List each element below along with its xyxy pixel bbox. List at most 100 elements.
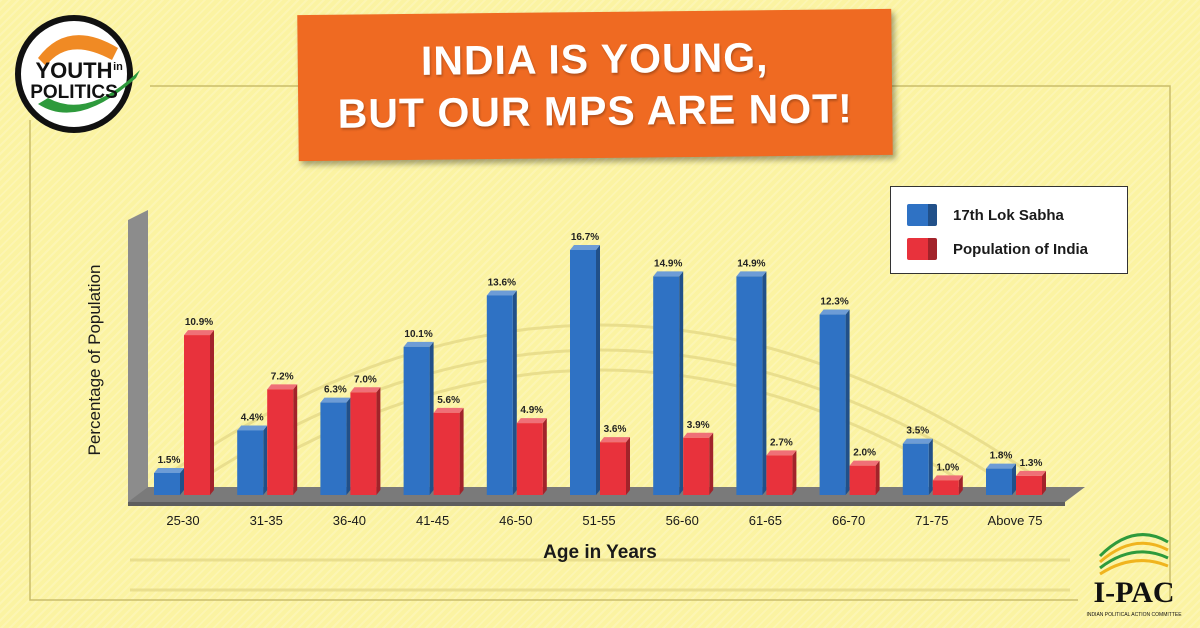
legend-label-population: Population of India xyxy=(953,240,1088,258)
bar-side xyxy=(875,460,880,495)
value-label-population-51-55: 3.6% xyxy=(604,424,627,435)
bar-population-31-35 xyxy=(267,384,298,495)
logo-word-politics: POLITICS xyxy=(30,82,118,103)
bar-front xyxy=(154,472,180,495)
x-tick-46-50: 46-50 xyxy=(499,513,532,528)
bar-front xyxy=(932,480,959,495)
value-label-population-above-75: 1.3% xyxy=(1020,458,1043,469)
bar-side xyxy=(293,384,298,495)
bar-top xyxy=(403,341,434,347)
bar-top xyxy=(683,432,714,438)
bar-lok-sabha-above-75 xyxy=(986,463,1016,495)
bar-side xyxy=(845,309,850,495)
frame-lines xyxy=(29,85,1171,601)
bar-front xyxy=(267,389,294,495)
bar-top xyxy=(766,450,797,456)
bar-side xyxy=(792,450,797,495)
bar-top xyxy=(600,437,630,443)
bar-top xyxy=(486,290,517,296)
bar-top xyxy=(570,245,600,250)
bar-top xyxy=(267,384,298,390)
bar-top xyxy=(516,418,547,424)
bar-side xyxy=(346,397,351,495)
value-label-population-31-35: 7.2% xyxy=(271,371,294,382)
bar-top xyxy=(819,309,850,315)
bar-top xyxy=(320,397,351,403)
bar-front xyxy=(403,346,430,495)
chart-legend: 17th Lok Sabha Population of India xyxy=(890,186,1128,274)
x-tick-31-35: 31-35 xyxy=(250,513,283,528)
bar-front xyxy=(849,465,876,495)
bar-front xyxy=(433,412,460,495)
bar-front xyxy=(986,468,1012,495)
bar-front xyxy=(350,392,377,495)
bar-top xyxy=(433,407,464,413)
logo-green-swoosh xyxy=(38,70,140,113)
bar-front xyxy=(320,402,347,495)
legend-label-lok-sabha: 17th Lok Sabha xyxy=(953,206,1064,224)
value-label-lok-sabha-66-70: 12.3% xyxy=(820,297,848,308)
bars-group xyxy=(154,245,1046,495)
value-label-lok-sabha-51-55: 16.7% xyxy=(571,232,599,243)
bar-front xyxy=(600,442,626,495)
bar-side xyxy=(542,418,547,495)
x-tick-56-60: 56-60 xyxy=(666,513,699,528)
x-tick-41-45: 41-45 xyxy=(416,513,449,528)
bar-front xyxy=(184,335,210,495)
bar-top xyxy=(986,463,1016,469)
bar-top xyxy=(154,467,184,473)
chart-back-wall xyxy=(128,210,148,502)
bar-front xyxy=(653,276,680,495)
bar-top xyxy=(653,271,684,277)
value-label-population-56-60: 3.9% xyxy=(687,420,710,431)
value-label-population-46-50: 4.9% xyxy=(520,405,543,416)
logo-word-in: in xyxy=(113,61,123,73)
bar-front xyxy=(237,430,264,495)
bar-side xyxy=(679,271,684,495)
value-label-lok-sabha-25-30: 1.5% xyxy=(158,455,181,466)
x-tick-51-55: 51-55 xyxy=(582,513,615,528)
x-tick-25-30: 25-30 xyxy=(166,513,199,528)
bar-side xyxy=(512,290,517,495)
bar-front xyxy=(766,455,793,495)
bar-top xyxy=(237,425,268,431)
legend-item-lok-sabha: 17th Lok Sabha xyxy=(907,201,1064,229)
bar-lok-sabha-66-70 xyxy=(819,309,850,495)
x-tick-61-65: 61-65 xyxy=(749,513,782,528)
bar-side xyxy=(376,387,381,495)
bar-population-46-50 xyxy=(516,418,547,495)
logo-saffron-swoosh xyxy=(38,35,118,66)
bar-lok-sabha-31-35 xyxy=(237,425,268,495)
bar-population-66-70 xyxy=(849,460,880,495)
bar-lok-sabha-61-65 xyxy=(736,271,767,495)
bar-population-61-65 xyxy=(766,450,797,495)
x-tick-66-70: 66-70 xyxy=(832,513,865,528)
bar-side xyxy=(596,245,600,495)
bar-lok-sabha-41-45 xyxy=(403,341,434,495)
bar-side xyxy=(180,467,184,495)
bar-population-36-40 xyxy=(350,387,381,495)
value-label-population-41-45: 5.6% xyxy=(437,395,460,406)
bar-side xyxy=(626,437,630,495)
bar-side xyxy=(762,271,767,495)
bar-top xyxy=(902,438,933,444)
bar-front xyxy=(819,314,846,495)
y-axis-label: Percentage of Population xyxy=(85,265,104,456)
value-label-lok-sabha-above-75: 1.8% xyxy=(990,451,1013,462)
ipac-emblem xyxy=(1098,533,1169,576)
x-axis-label: Age in Years xyxy=(543,542,657,563)
x-tick-above-75: Above 75 xyxy=(988,513,1043,528)
bar-side xyxy=(429,341,434,495)
value-label-lok-sabha-36-40: 6.3% xyxy=(324,385,347,396)
bar-side xyxy=(928,438,933,495)
chart-floor-edge xyxy=(128,502,1065,506)
bar-front xyxy=(736,276,763,495)
bar-lok-sabha-46-50 xyxy=(486,290,517,495)
bar-front xyxy=(570,250,596,495)
bar-front xyxy=(683,437,710,495)
bar-population-25-30 xyxy=(184,330,214,495)
bar-side xyxy=(459,407,464,495)
value-label-population-66-70: 2.0% xyxy=(853,448,876,459)
value-labels-group: 1.5% 10.9% 4.4% 7.2% 6.3% 7.0% 10.1% 5.6% 13.6% 4… xyxy=(158,232,1043,473)
value-label-population-25-30: 10.9% xyxy=(185,317,213,328)
